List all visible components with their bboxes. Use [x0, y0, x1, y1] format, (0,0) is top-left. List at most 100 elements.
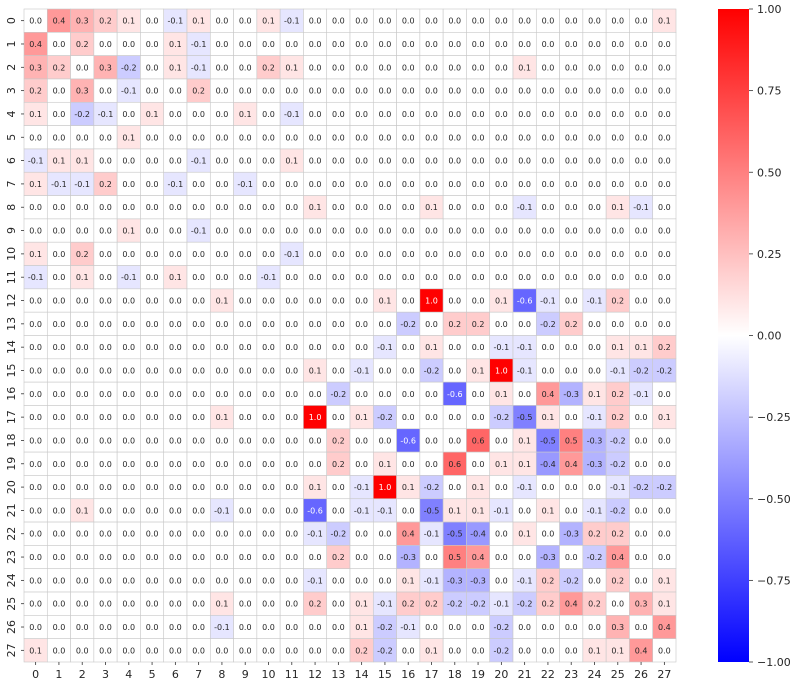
cell-annotation-13-1: 0.0	[53, 320, 66, 329]
cell-annotation-25-1: 0.0	[53, 600, 66, 609]
x-tick-label-27: 27	[657, 668, 671, 681]
cell-annotation-4-27: 0.0	[658, 110, 671, 119]
y-tick-label-7: 7	[5, 180, 18, 187]
cell-annotation-16-11: 0.0	[285, 390, 298, 399]
cell-annotation-16-18: -0.6	[447, 390, 463, 399]
cell-annotation-12-27: 0.0	[658, 297, 671, 306]
cell-annotation-27-17: 0.1	[425, 646, 438, 655]
cell-annotation-23-5: 0.0	[146, 553, 159, 562]
cell-annotation-24-3: 0.0	[99, 576, 112, 585]
cell-annotation-2-7: -0.1	[191, 63, 207, 72]
cell-annotation-1-21: 0.0	[518, 40, 531, 49]
cell-annotation-22-26: 0.0	[635, 530, 648, 539]
cell-annotation-10-2: 0.2	[76, 250, 89, 259]
cell-annotation-26-23: 0.0	[565, 623, 578, 632]
y-tick-label-21: 21	[5, 503, 18, 517]
cell-annotation-5-0: 0.0	[29, 133, 42, 142]
cell-annotation-8-25: 0.1	[611, 203, 624, 212]
cell-annotation-8-12: 0.1	[309, 203, 322, 212]
cell-annotation-9-24: 0.0	[588, 227, 601, 236]
cell-annotation-10-20: 0.0	[495, 250, 508, 259]
cell-annotation-21-14: -0.1	[354, 506, 370, 515]
cell-annotation-16-15: 0.0	[379, 390, 392, 399]
cell-annotation-19-21: 0.1	[518, 460, 531, 469]
cell-annotation-17-1: 0.0	[53, 413, 66, 422]
cell-annotation-2-2: 0.0	[76, 63, 89, 72]
x-tick-label-17: 17	[425, 668, 439, 681]
cell-annotation-14-11: 0.0	[285, 343, 298, 352]
cell-annotation-7-13: 0.0	[332, 180, 345, 189]
cell-annotation-18-25: -0.2	[610, 436, 626, 445]
cell-annotation-23-26: 0.0	[635, 553, 648, 562]
cell-annotation-13-3: 0.0	[99, 320, 112, 329]
cell-annotation-9-19: 0.0	[472, 227, 485, 236]
cell-annotation-9-16: 0.0	[402, 227, 415, 236]
cell-annotation-22-27: 0.0	[658, 530, 671, 539]
cell-annotation-14-20: -0.1	[494, 343, 510, 352]
cell-annotation-7-20: 0.0	[495, 180, 508, 189]
cell-annotation-16-14: 0.0	[355, 390, 368, 399]
cell-annotation-2-16: 0.0	[402, 63, 415, 72]
cell-annotation-15-18: 0.0	[448, 366, 461, 375]
cell-annotation-14-9: 0.0	[239, 343, 252, 352]
cell-annotation-18-21: 0.1	[518, 436, 531, 445]
cell-annotation-14-22: 0.0	[542, 343, 555, 352]
cell-annotation-12-24: -0.1	[587, 297, 603, 306]
cell-annotation-6-1: 0.1	[53, 157, 66, 166]
cell-annotation-5-7: 0.0	[192, 133, 205, 142]
cell-annotation-1-13: 0.0	[332, 40, 345, 49]
colorbar-ticks: 1.00 0.75 0.50 0.25 0.00 −0.25 −0.50 −0.75 −1.00	[749, 3, 791, 669]
cell-annotation-22-23: -0.3	[563, 530, 579, 539]
cell-annotation-27-5: 0.0	[146, 646, 159, 655]
cell-annotation-9-11: 0.0	[285, 227, 298, 236]
cell-annotation-9-25: 0.0	[611, 227, 624, 236]
cell-annotation-0-23: 0.0	[565, 17, 578, 26]
cell-annotation-21-11: 0.0	[285, 506, 298, 515]
cell-annotation-12-2: 0.0	[76, 297, 89, 306]
cell-annotation-21-25: -0.2	[610, 506, 626, 515]
y-tick-label-17: 17	[5, 410, 18, 424]
cell-annotation-2-17: 0.0	[425, 63, 438, 72]
cell-annotation-13-4: 0.0	[122, 320, 135, 329]
cell-annotation-15-19: 0.1	[472, 366, 485, 375]
cell-annotation-15-13: 0.0	[332, 366, 345, 375]
colorbar-gradient	[718, 9, 749, 662]
cell-annotation-18-22: -0.5	[540, 436, 556, 445]
x-tick-label-19: 19	[471, 668, 485, 681]
cell-annotation-5-21: 0.0	[518, 133, 531, 142]
cell-annotation-22-11: 0.0	[285, 530, 298, 539]
cell-annotation-9-23: 0.0	[565, 227, 578, 236]
cell-annotation-13-15: 0.0	[379, 320, 392, 329]
cell-annotation-24-24: 0.0	[588, 576, 601, 585]
cell-annotation-21-17: -0.5	[424, 506, 440, 515]
cell-annotation-7-6: -0.1	[168, 180, 184, 189]
cell-annotation-1-26: 0.0	[635, 40, 648, 49]
cell-annotation-7-2: -0.1	[74, 180, 90, 189]
cell-annotation-17-16: 0.0	[402, 413, 415, 422]
cell-annotation-17-27: 0.1	[658, 413, 671, 422]
cell-annotation-16-3: 0.0	[99, 390, 112, 399]
cell-annotation-26-17: 0.0	[425, 623, 438, 632]
cell-annotation-14-21: -0.1	[517, 343, 533, 352]
cell-annotation-13-26: 0.0	[635, 320, 648, 329]
cell-annotation-6-9: 0.0	[239, 157, 252, 166]
cell-annotation-16-7: 0.0	[192, 390, 205, 399]
cell-annotation-11-23: 0.0	[565, 273, 578, 282]
cell-annotation-23-20: 0.0	[495, 553, 508, 562]
cell-annotation-14-19: 0.0	[472, 343, 485, 352]
cell-annotation-25-11: 0.0	[285, 600, 298, 609]
cell-annotation-13-13: 0.0	[332, 320, 345, 329]
cell-annotation-27-20: -0.2	[494, 646, 510, 655]
cell-annotation-14-23: 0.0	[565, 343, 578, 352]
cell-annotation-1-14: 0.0	[355, 40, 368, 49]
cell-annotation-3-12: 0.0	[309, 87, 322, 96]
cell-annotation-5-11: 0.0	[285, 133, 298, 142]
cell-annotation-4-13: 0.0	[332, 110, 345, 119]
cell-annotation-0-13: 0.0	[332, 17, 345, 26]
cell-annotation-12-16: 0.0	[402, 297, 415, 306]
cell-annotation-7-4: 0.0	[122, 180, 135, 189]
cell-annotation-12-0: 0.0	[29, 297, 42, 306]
cell-annotation-0-3: 0.2	[99, 17, 112, 26]
cell-annotation-5-6: 0.0	[169, 133, 182, 142]
cell-annotation-19-16: 0.0	[402, 460, 415, 469]
